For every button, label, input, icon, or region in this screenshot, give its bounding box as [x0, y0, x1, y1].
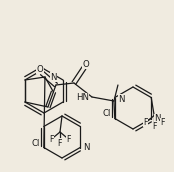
Text: F: F	[160, 118, 165, 127]
Text: Cl: Cl	[102, 109, 111, 118]
Text: F: F	[152, 122, 156, 131]
Text: F: F	[144, 118, 148, 127]
Text: F: F	[58, 138, 62, 148]
Text: N: N	[83, 143, 90, 152]
Text: Cl: Cl	[31, 139, 40, 148]
Text: HN: HN	[76, 94, 89, 103]
Text: F: F	[49, 135, 54, 144]
Text: F: F	[66, 135, 71, 144]
Text: O: O	[83, 60, 89, 68]
Text: N: N	[154, 114, 161, 123]
Text: O: O	[37, 64, 43, 73]
Text: N: N	[50, 73, 56, 82]
Text: N: N	[118, 94, 124, 104]
